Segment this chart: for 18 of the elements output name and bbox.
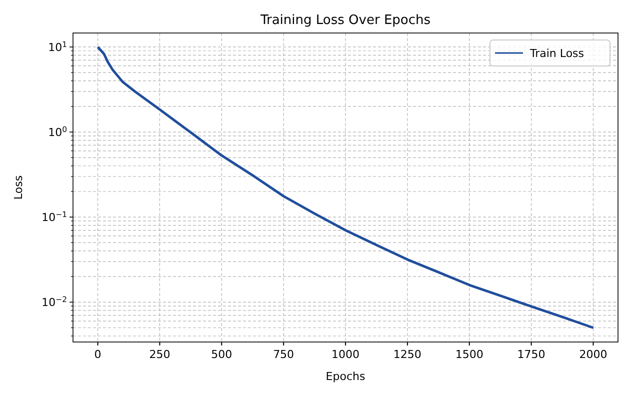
x-tick-label: 750 <box>273 348 294 361</box>
y-tick-label: 10$^{−1}$ <box>42 210 68 224</box>
x-tick-label: 1250 <box>393 348 422 361</box>
x-tick-label: 250 <box>149 348 170 361</box>
x-axis-title: Epochs <box>326 370 366 383</box>
x-tick-label: 1000 <box>332 348 360 361</box>
chart-title: Training Loss Over Epochs <box>259 13 431 28</box>
y-tick-label: 10$^{1}$ <box>48 39 68 54</box>
x-tick-label: 2000 <box>579 348 608 361</box>
line-series <box>96 46 594 330</box>
y-axis-title: Loss <box>12 175 25 200</box>
x-tick-label: 1750 <box>517 348 546 361</box>
legend-label: Train Loss <box>529 47 584 60</box>
x-tick-label: 0 <box>94 348 102 361</box>
x-tick-label: 500 <box>211 348 232 361</box>
y-tick-label: 10$^{−2}$ <box>42 294 68 310</box>
x-tick-label: 1500 <box>455 348 484 361</box>
y-tick-label: 10$^{0}$ <box>48 124 68 140</box>
